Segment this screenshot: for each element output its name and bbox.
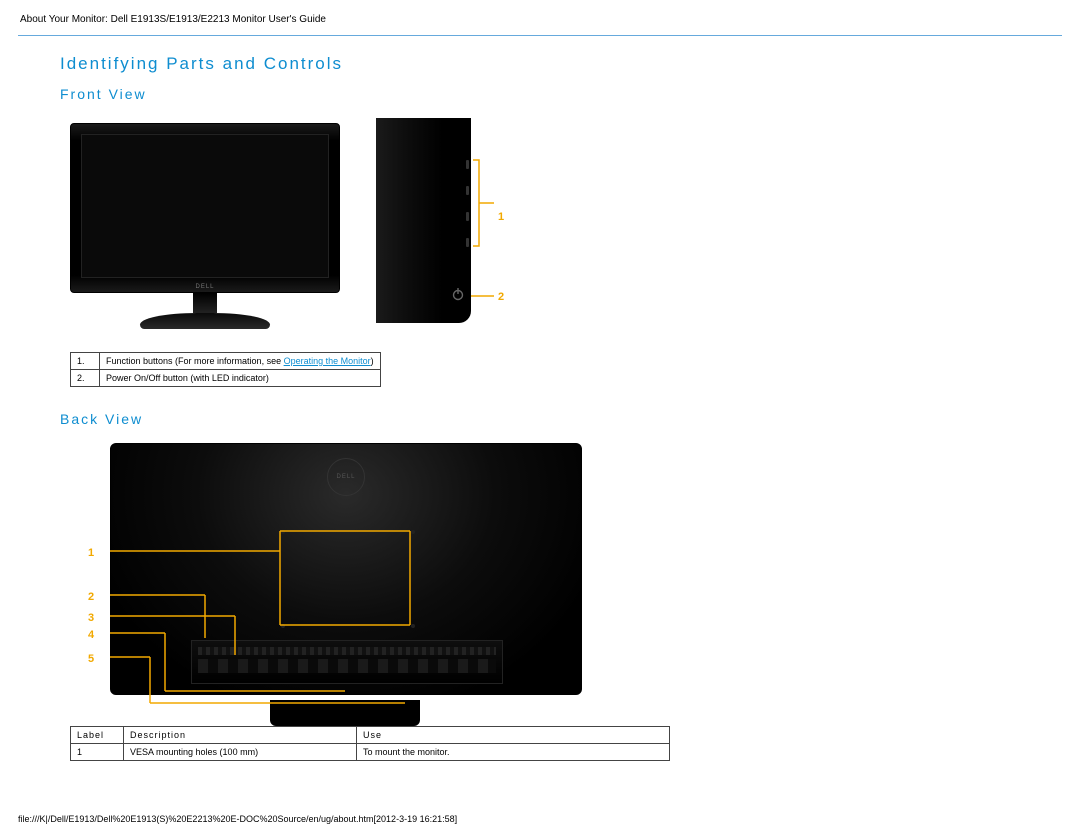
back-th-desc: Description xyxy=(124,727,357,744)
front-view-table: 1. Function buttons (For more informatio… xyxy=(70,352,381,387)
monitor-front-image: DELL xyxy=(70,123,340,338)
dell-logo-front: DELL xyxy=(195,284,214,290)
front-callout-lines: 1 2 xyxy=(376,118,506,338)
back-callout-1: 1 xyxy=(88,547,94,559)
front-callout-1: 1 xyxy=(498,211,504,223)
back-view-figure: DELL xyxy=(70,443,1062,718)
heading-front-view: Front View xyxy=(60,86,1062,102)
heading-identifying-parts: Identifying Parts and Controls xyxy=(60,54,1062,74)
back-callout-4: 4 xyxy=(88,629,95,641)
front-callout-2: 2 xyxy=(498,291,504,303)
back-row-1-label: 1 xyxy=(71,744,124,761)
back-callout-2: 2 xyxy=(88,591,94,603)
back-th-label: Label xyxy=(71,727,124,744)
back-row-1-desc: VESA mounting holes (100 mm) xyxy=(124,744,357,761)
front-row-1-num: 1. xyxy=(71,353,100,370)
heading-back-view: Back View xyxy=(60,411,1062,427)
page-header: About Your Monitor: Dell E1913S/E1913/E2… xyxy=(20,14,1062,25)
front-row-2-num: 2. xyxy=(71,370,100,387)
back-row-1-use: To mount the monitor. xyxy=(357,744,670,761)
footer-path: file:///K|/Dell/E1913/Dell%20E1913(S)%20… xyxy=(18,814,457,824)
back-callout-lines: 1 2 3 4 5 xyxy=(70,443,610,723)
back-view-table: Label Description Use 1 VESA mounting ho… xyxy=(70,726,670,761)
back-callout-5: 5 xyxy=(88,653,94,665)
divider xyxy=(18,35,1062,36)
front-row-2-desc: Power On/Off button (with LED indicator) xyxy=(100,370,381,387)
front-row-1-desc: Function buttons (For more information, … xyxy=(100,353,381,370)
back-th-use: Use xyxy=(357,727,670,744)
monitor-buttons-closeup: 1 2 xyxy=(376,118,506,338)
operating-monitor-link[interactable]: Operating the Monitor xyxy=(284,356,371,366)
front-view-figure: DELL 1 2 xyxy=(70,118,1062,338)
back-callout-3: 3 xyxy=(88,612,94,624)
